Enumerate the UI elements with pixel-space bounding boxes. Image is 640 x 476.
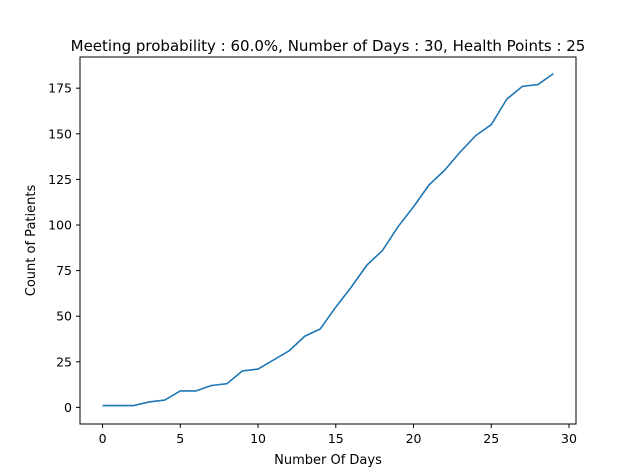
y-tick-label: 125 bbox=[48, 172, 72, 187]
y-tick-label: 25 bbox=[56, 354, 72, 369]
x-tick-label: 30 bbox=[561, 431, 577, 446]
x-tick-label: 25 bbox=[483, 431, 499, 446]
x-axis: 0 5 10 15 20 25 30 bbox=[99, 424, 577, 446]
y-tick-label: 150 bbox=[48, 126, 72, 141]
plot-area bbox=[102, 72, 554, 407]
x-tick-label: 20 bbox=[406, 431, 422, 446]
x-tick-label: 0 bbox=[99, 431, 107, 446]
y-tick-label: 75 bbox=[56, 263, 72, 278]
series-line-0 bbox=[102, 72, 554, 407]
y-tick-label: 100 bbox=[48, 217, 72, 232]
x-tick-label: 15 bbox=[328, 431, 344, 446]
y-tick-label: 175 bbox=[48, 81, 72, 96]
x-tick-label: 5 bbox=[176, 431, 184, 446]
chart-title: Meeting probability : 60.0%, Number of D… bbox=[71, 37, 586, 55]
y-tick-label: 50 bbox=[56, 309, 72, 324]
y-axis: 0 25 50 75 100 125 150 175 bbox=[48, 81, 80, 415]
plot-frame bbox=[79, 56, 577, 425]
x-axis-label: Number Of Days bbox=[274, 453, 382, 468]
y-tick-label: 0 bbox=[64, 400, 72, 415]
x-tick-label: 10 bbox=[250, 431, 266, 446]
y-axis-label: Count of Patients bbox=[24, 185, 39, 297]
